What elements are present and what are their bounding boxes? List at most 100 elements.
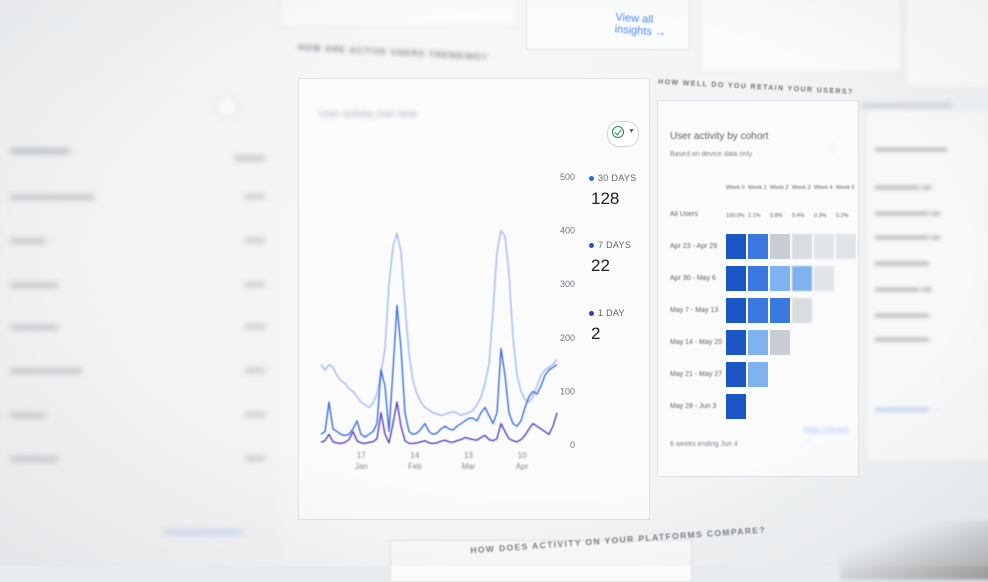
cohort-subtitle: Based on device data only xyxy=(670,151,753,158)
cohort-row-label: Apr 30 - May 6 xyxy=(670,275,716,282)
series-line-7-days xyxy=(320,304,558,438)
sidebar-header: ▬▬▬▬▬ ▬▬▬ xyxy=(10,142,265,163)
right-section-title: ▬▬▬▬▬▬▬▬▬▬ xyxy=(862,100,952,109)
activity-card: User activity over time ▼ 0 100 200 300 400 5… xyxy=(298,78,650,520)
cohort-cell[interactable] xyxy=(748,266,768,291)
sidebar-header-value: ▬▬▬ xyxy=(235,152,265,163)
y-tick-label: 100 xyxy=(560,386,575,396)
svg-text:Apr: Apr xyxy=(516,462,529,471)
x-tick-label: 10 Apr xyxy=(516,451,529,471)
legend-7-days: 7 DAYS 22 xyxy=(589,240,649,276)
cohort-column-header: Week 5 xyxy=(836,185,855,191)
right-card-row: ▬▬▬▬▬▬ xyxy=(875,309,929,319)
y-tick-label: 0 xyxy=(570,440,575,450)
sidebar-item[interactable]: ▬▬▬ ▬▬ xyxy=(10,232,265,246)
cohort-row-label: Apr 23 - Apr 29 xyxy=(670,243,718,250)
right-card-row: ▬▬▬▬▬▬ ▬ xyxy=(875,207,941,217)
monitor-bezel xyxy=(840,520,988,580)
legend-value-1-day: 2 xyxy=(591,324,601,343)
chevron-down-icon: ▼ xyxy=(628,128,635,135)
cohort-cell[interactable] xyxy=(726,266,746,291)
dashboard-stage: View all insights → ▬▬▬▬▬ ▬▬▬ ▬▬▬ ▬▬▬▬ ▬▬ … xyxy=(0,0,988,566)
cohort-cell[interactable] xyxy=(770,298,790,323)
activity-card-subtitle: User activity over time xyxy=(319,109,418,120)
cohort-cell[interactable] xyxy=(814,266,834,291)
cohort-cell[interactable] xyxy=(814,234,834,259)
y-tick-label: 500 xyxy=(560,172,575,182)
sidebar-item[interactable]: ▬▬▬▬ ▬▬ xyxy=(10,276,265,290)
cohort-cell[interactable] xyxy=(726,330,746,355)
cohort-title: User activity by cohort xyxy=(670,131,769,142)
right-card-row: ▬▬▬▬▬ ▬ xyxy=(875,283,932,293)
svg-text:Mar: Mar xyxy=(462,462,476,471)
legend-dot-7-days xyxy=(589,242,594,248)
x-tick-label: 13 Mar xyxy=(462,451,476,471)
cohort-column-header: Week 2 xyxy=(770,185,789,191)
sidebar-item[interactable]: ▬▬▬▬▬▬▬ ▬▬ xyxy=(10,188,265,202)
legend-value-30-days: 128 xyxy=(591,189,620,208)
cohort-cell[interactable] xyxy=(748,298,768,323)
sidebar-header-label: ▬▬▬▬▬ xyxy=(10,142,70,156)
check-circle-icon xyxy=(612,126,624,138)
sidebar-link[interactable]: ▬▬▬▬▬▬▬ → xyxy=(165,525,257,537)
cohort-column-header: Week 0 xyxy=(726,185,745,191)
more-vert-icon[interactable]: ⋮ xyxy=(828,143,838,154)
cohort-cell[interactable] xyxy=(748,362,768,387)
activity-line-chart: 0 100 200 300 400 500 17 Jan 14 Feb 13 Mar 10 Apr xyxy=(320,172,575,471)
search-icon[interactable] xyxy=(215,95,239,119)
svg-text:17: 17 xyxy=(357,451,366,460)
cohort-cell[interactable] xyxy=(726,362,746,387)
cohort-cell[interactable] xyxy=(770,330,790,355)
svg-text:14: 14 xyxy=(410,451,419,460)
cohort-cell[interactable] xyxy=(770,266,790,291)
cohort-row-label: May 28 - Jun 3 xyxy=(670,403,717,410)
legend-30-days: 30 DAYS 128 xyxy=(589,173,649,209)
cohort-column-header: Week 3 xyxy=(792,185,811,191)
cohort-cell[interactable] xyxy=(748,234,768,259)
right-card: ▬▬▬▬▬▬▬▬ ▬▬▬▬▬ ▬ ▬▬▬▬▬▬ ▬ ▬▬▬▬▬▬ ▬ ▬▬▬▬▬… xyxy=(866,110,988,462)
sidebar-item[interactable]: ▬▬▬ ▬▬ xyxy=(10,406,265,420)
cohort-footer: 6 weeks ending Jun 4 xyxy=(670,441,738,448)
legend-label-1-day: 1 DAY xyxy=(598,308,625,318)
right-card-row: ▬▬▬▬▬▬ xyxy=(875,257,929,267)
cohort-all-users-value: 0.4% xyxy=(792,213,805,219)
x-tick-label: 17 Jan xyxy=(355,451,368,471)
series-line-1-day xyxy=(320,401,558,445)
cohort-all-users-label: All Users xyxy=(670,211,699,218)
view-all-insights-link[interactable]: View all insights → xyxy=(614,11,667,39)
legend-value-7-days: 22 xyxy=(591,256,610,275)
sidebar-item[interactable]: ▬▬▬▬▬▬ ▬▬ xyxy=(10,362,265,376)
legend-dot-30-days xyxy=(589,175,594,181)
y-tick-label: 200 xyxy=(560,333,575,343)
top-card-insights: View all insights → xyxy=(526,0,690,50)
svg-text:Jan: Jan xyxy=(355,462,368,471)
cohort-cell[interactable] xyxy=(748,330,768,355)
view-cohorts-link[interactable]: View cohorts → xyxy=(803,426,849,444)
legend-dot-1-day xyxy=(589,310,594,316)
cohort-cell[interactable] xyxy=(726,234,746,259)
cohort-cell[interactable] xyxy=(726,394,746,419)
cohort-all-users-value: 0.2% xyxy=(836,213,849,219)
cohort-cell[interactable] xyxy=(792,234,812,259)
y-tick-label: 400 xyxy=(560,226,575,236)
sidebar-item[interactable]: ▬▬▬▬ ▬▬ xyxy=(10,318,265,332)
cohort-row-label: May 14 - May 20 xyxy=(670,339,723,346)
right-card-link[interactable]: ▬▬▬▬▬▬ → xyxy=(875,403,941,413)
cohort-cell[interactable] xyxy=(770,234,790,259)
cohort-cell[interactable] xyxy=(836,234,856,259)
cohort-column-header: Week 4 xyxy=(814,185,833,191)
compare-button[interactable]: ▼ xyxy=(607,121,639,147)
legend-1-day: 1 DAY 2 xyxy=(589,308,649,344)
svg-text:Feb: Feb xyxy=(408,462,422,471)
top-card-left xyxy=(280,0,517,27)
cohort-row-label: May 7 - May 13 xyxy=(670,307,719,314)
cohort-cell[interactable] xyxy=(792,266,812,291)
sidebar-item[interactable]: ▬▬▬▬ ▬▬ xyxy=(10,450,265,464)
legend-label-7-days: 7 DAYS xyxy=(598,240,632,250)
top-card-far-right xyxy=(905,0,988,87)
cohort-cell[interactable] xyxy=(792,298,812,323)
svg-text:13: 13 xyxy=(464,451,473,460)
cohort-cell[interactable] xyxy=(726,298,746,323)
cohort-column-header: Week 1 xyxy=(748,185,767,191)
svg-text:10: 10 xyxy=(518,451,527,460)
